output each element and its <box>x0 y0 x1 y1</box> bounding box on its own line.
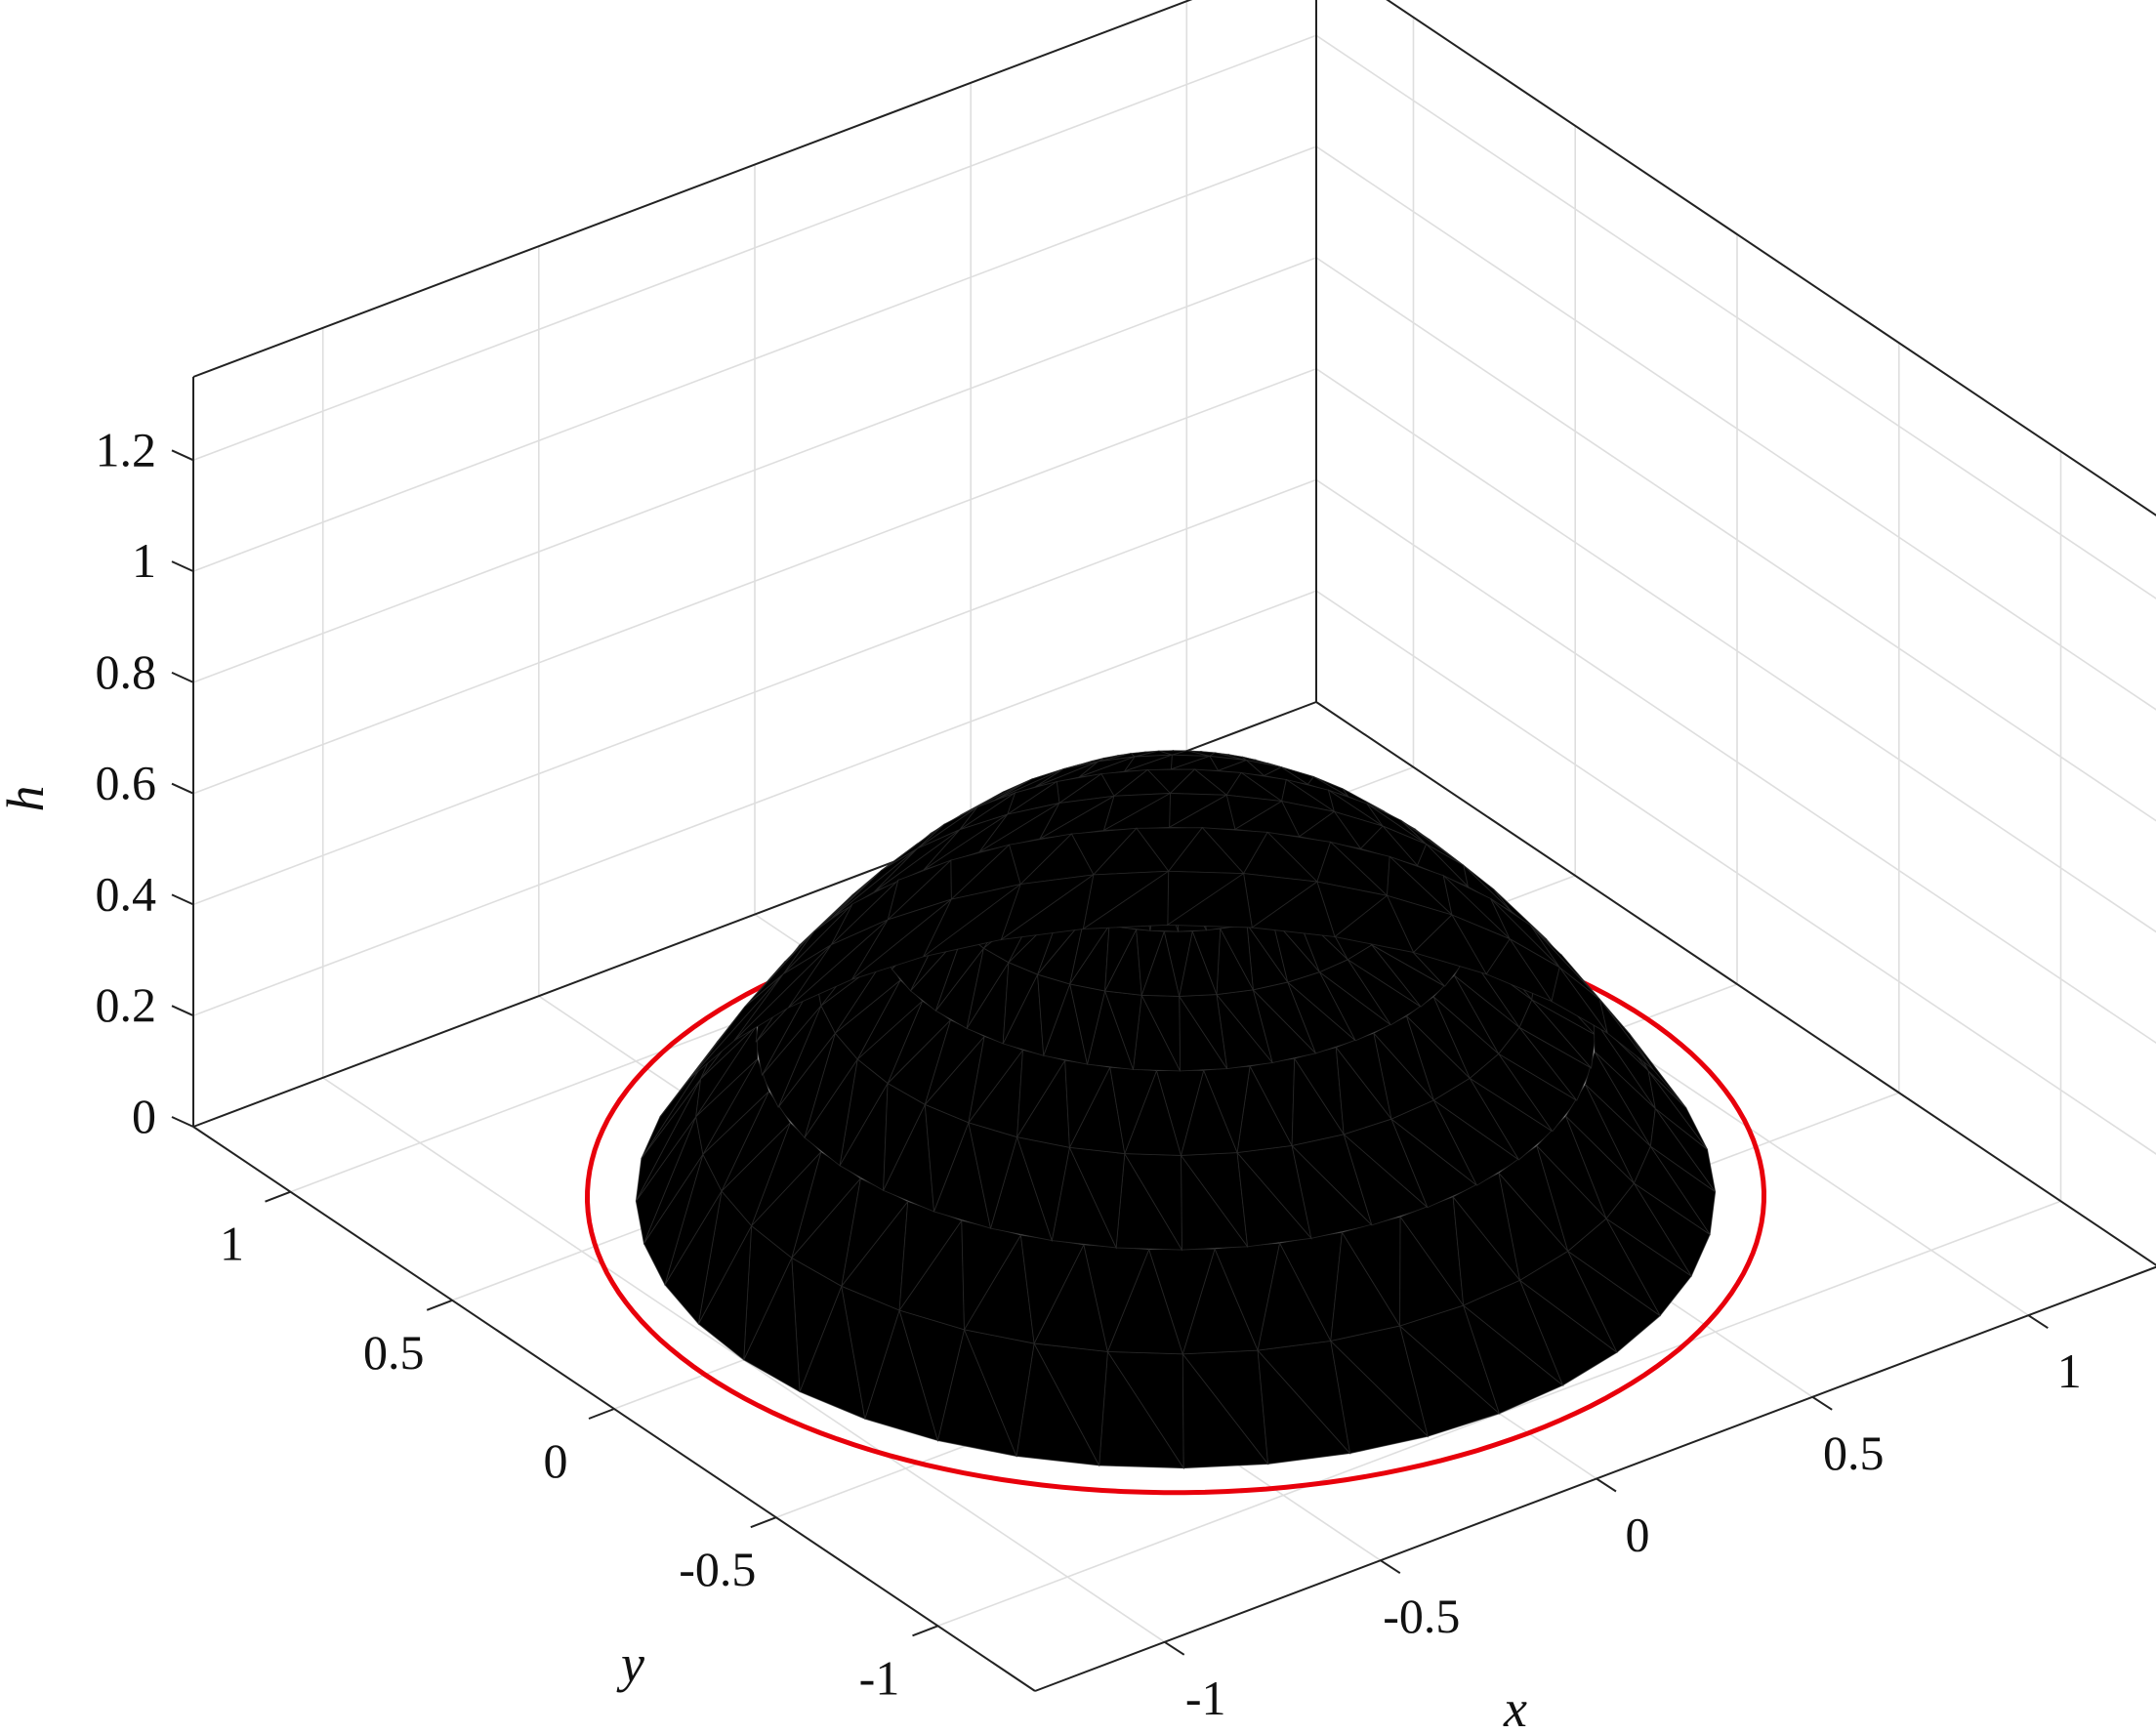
grid-line <box>1315 368 2156 933</box>
z-tick-label: 0.2 <box>96 977 157 1032</box>
y-tick-label: 0 <box>544 1433 568 1488</box>
grid-line <box>1315 590 2156 1155</box>
axes-box <box>192 0 2156 1692</box>
x-tick-mark <box>1164 1640 1185 1656</box>
z-tick-mark <box>171 782 194 795</box>
grid-line <box>192 145 1317 572</box>
z-tick-label: 1.2 <box>96 422 157 476</box>
y-axis-label: y <box>616 1634 644 1693</box>
axes-box-edge <box>1315 701 2156 1266</box>
x-tick-label: -0.5 <box>1383 1589 1460 1643</box>
z-tick-mark <box>171 560 194 573</box>
y-tick-label: 0.5 <box>363 1325 425 1380</box>
axes-box-edge <box>1386 0 2156 516</box>
grid-line <box>192 478 1317 906</box>
z-axis-label: h <box>0 786 55 812</box>
surface-facet <box>1333 894 1415 954</box>
z-tick-label: 0 <box>132 1089 156 1143</box>
x-tick-label: -1 <box>1185 1671 1226 1725</box>
x-tick-label: 0 <box>1626 1507 1650 1562</box>
axes-box-edge <box>192 0 1193 378</box>
tick-marks <box>171 449 2049 1656</box>
grid-line <box>1315 145 2156 711</box>
z-tick-mark <box>171 1116 194 1128</box>
tick-labels: -1 -0.5 0 0.5 1 -1 -0.5 0 0.5 1 0 0.2 0.4 0.6 0.8 1 1.2 <box>96 422 2082 1725</box>
y-tick-mark <box>265 1190 291 1203</box>
x-tick-mark <box>2027 1314 2049 1330</box>
z-tick-label: 0.4 <box>96 866 157 921</box>
x-tick-label: 0.5 <box>1823 1425 1885 1480</box>
grid-line <box>192 590 1317 1016</box>
surface-facet <box>1598 999 1654 1070</box>
surface-facet <box>1485 937 1554 1003</box>
x-axis-label: x <box>1503 1679 1527 1734</box>
x-tick-mark <box>1380 1559 1401 1575</box>
z-tick-label: 0.8 <box>96 644 157 699</box>
dome-surface <box>635 750 1717 1470</box>
grid-line <box>192 367 1317 795</box>
x-tick-label: 1 <box>2057 1343 2082 1398</box>
grid-line <box>192 257 1317 683</box>
y-tick-mark <box>588 1408 615 1420</box>
x-tick-mark <box>1811 1395 1833 1411</box>
grid-line <box>1315 34 2156 599</box>
surface-facet <box>1251 881 1336 938</box>
surface-facet <box>1081 870 1170 930</box>
x-tick-mark <box>1596 1477 1617 1493</box>
y-tick-mark <box>426 1299 453 1311</box>
z-tick-mark <box>171 449 194 462</box>
grid-line <box>1315 257 2156 822</box>
y-tick-mark <box>912 1625 938 1637</box>
grid-line <box>1315 478 2156 1045</box>
y-tick-label: 1 <box>220 1217 244 1271</box>
y-tick-label: -0.5 <box>679 1542 756 1596</box>
z-tick-mark <box>171 893 194 906</box>
z-tick-mark <box>171 671 194 683</box>
y-tick-label: -1 <box>859 1650 900 1705</box>
z-tick-mark <box>171 1005 194 1017</box>
grid-line <box>192 34 1317 462</box>
surface-facet <box>1166 872 1253 929</box>
z-tick-label: 1 <box>132 533 156 588</box>
z-tick-label: 0.6 <box>96 756 157 810</box>
y-tick-mark <box>750 1516 777 1529</box>
surface-facet <box>1412 914 1488 975</box>
surface-facet <box>1551 966 1608 1034</box>
